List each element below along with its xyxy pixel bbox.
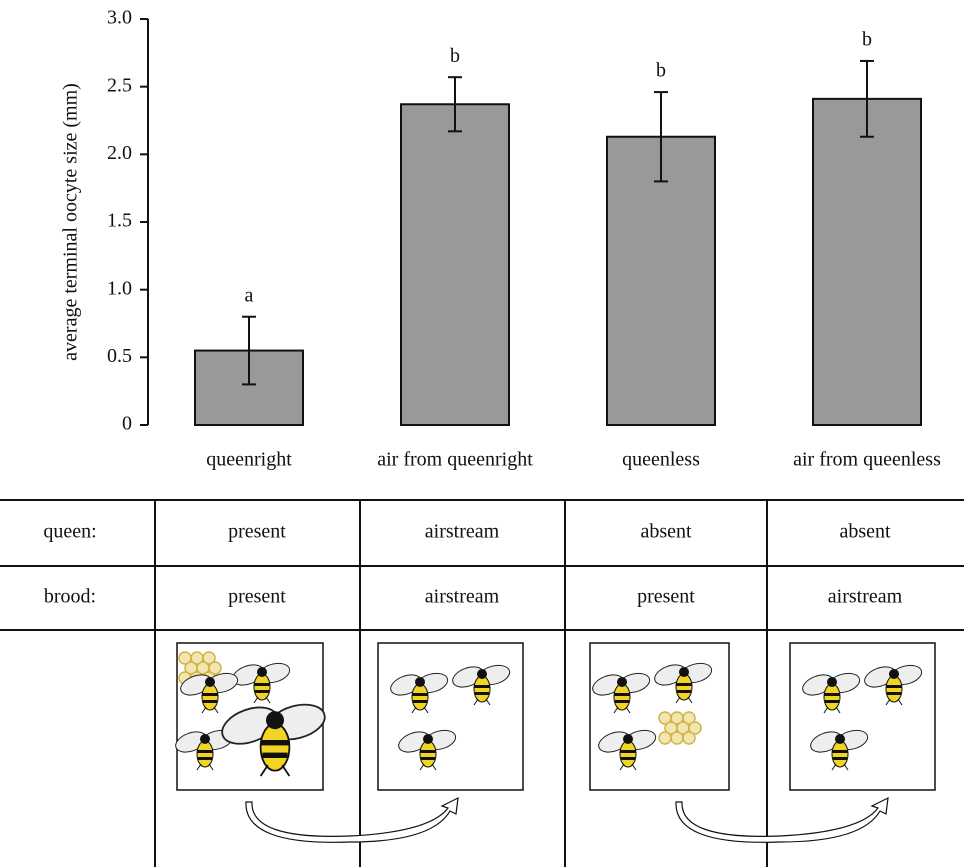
significance-letter: b bbox=[862, 29, 872, 51]
table-cell: airstream bbox=[425, 521, 500, 543]
table-cell: airstream bbox=[828, 586, 903, 608]
y-tick-label: 0 bbox=[122, 413, 132, 435]
table-cell: absent bbox=[839, 521, 891, 543]
y-tick-label: 2.5 bbox=[107, 74, 132, 96]
y-tick-label: 0.5 bbox=[107, 345, 132, 367]
bar bbox=[400, 103, 510, 426]
table-cell: present bbox=[637, 586, 695, 608]
illustrations bbox=[172, 642, 936, 843]
significance-letter: a bbox=[245, 284, 254, 306]
condition-table bbox=[0, 499, 964, 867]
row-label: brood: bbox=[44, 586, 96, 608]
significance-letter: b bbox=[656, 60, 666, 82]
table-cell: present bbox=[228, 521, 286, 543]
bar bbox=[606, 135, 716, 427]
x-tick-label: air from queenright bbox=[377, 449, 533, 471]
bar bbox=[812, 97, 922, 426]
x-tick-label: air from queenless bbox=[793, 449, 941, 471]
y-tick-label: 2.0 bbox=[107, 142, 132, 164]
airflow-arrow bbox=[675, 796, 889, 843]
airflow-arrow bbox=[245, 796, 459, 843]
y-axis-label: average terminal oocyte size (mm) bbox=[60, 83, 82, 361]
y-tick-label: 1.5 bbox=[107, 210, 132, 232]
table-cell: absent bbox=[640, 521, 692, 543]
row-label: queen: bbox=[43, 521, 96, 543]
table-cell: present bbox=[228, 586, 286, 608]
table-cell: airstream bbox=[425, 586, 500, 608]
x-tick-label: queenless bbox=[622, 449, 700, 471]
significance-letter: b bbox=[450, 45, 460, 67]
y-tick-label: 3.0 bbox=[107, 7, 132, 29]
x-tick-label: queenright bbox=[206, 449, 292, 471]
y-tick-label: 1.0 bbox=[107, 277, 132, 299]
